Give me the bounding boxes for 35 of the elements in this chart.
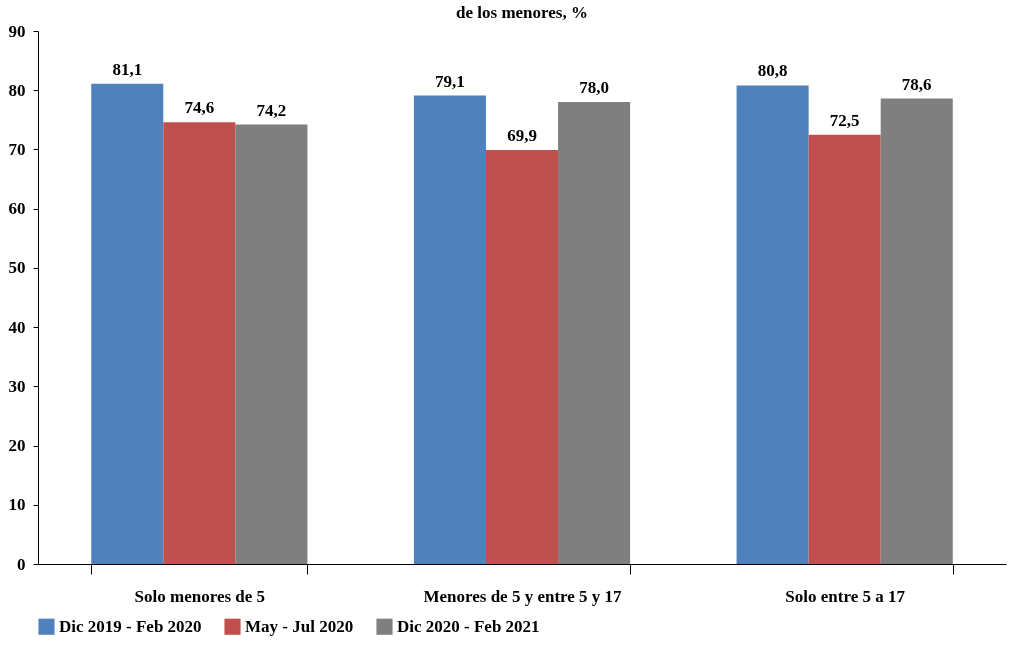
data-label: 72,5 <box>829 110 860 130</box>
y-tick-label: 60 <box>8 199 26 219</box>
bar <box>413 95 486 564</box>
bar <box>485 150 559 564</box>
data-label: 78,6 <box>901 74 932 94</box>
y-tick-label: 80 <box>8 80 26 100</box>
data-label: 74,6 <box>184 98 215 118</box>
y-tick-label: 70 <box>8 139 26 159</box>
y-tick-label: 50 <box>8 258 26 278</box>
data-label: 80,8 <box>757 61 788 81</box>
y-tick-label: 30 <box>8 376 26 396</box>
y-tick-label: 0 <box>17 554 26 574</box>
legend-label: May - Jul 2020 <box>245 616 354 636</box>
x-tick-label: Menores de 5 y entre 5 y 17 <box>423 586 623 606</box>
data-label: 69,9 <box>507 126 537 146</box>
chart-title: de los menores, % <box>456 3 588 22</box>
y-tick-label: 10 <box>8 495 26 515</box>
data-label: 74,2 <box>256 100 287 120</box>
y-tick-label: 20 <box>8 436 26 456</box>
legend-label: Dic 2020 - Feb 2021 <box>397 616 540 636</box>
bar <box>163 122 236 564</box>
data-label: 79,1 <box>435 71 465 91</box>
x-tick-label: Solo menores de 5 <box>134 586 266 606</box>
data-label: 81,1 <box>112 59 143 79</box>
bar <box>235 124 308 564</box>
bar <box>558 102 631 564</box>
data-label: 78,0 <box>579 78 609 98</box>
x-tick-label: Solo entre 5 a 17 <box>785 586 906 606</box>
legend-label: Dic 2019 - Feb 2020 <box>59 616 202 636</box>
y-tick-label: 40 <box>8 317 26 337</box>
bar <box>736 85 809 564</box>
bar <box>880 98 953 564</box>
bar <box>91 83 164 564</box>
bar <box>808 134 881 564</box>
y-tick-label: 90 <box>8 21 26 41</box>
